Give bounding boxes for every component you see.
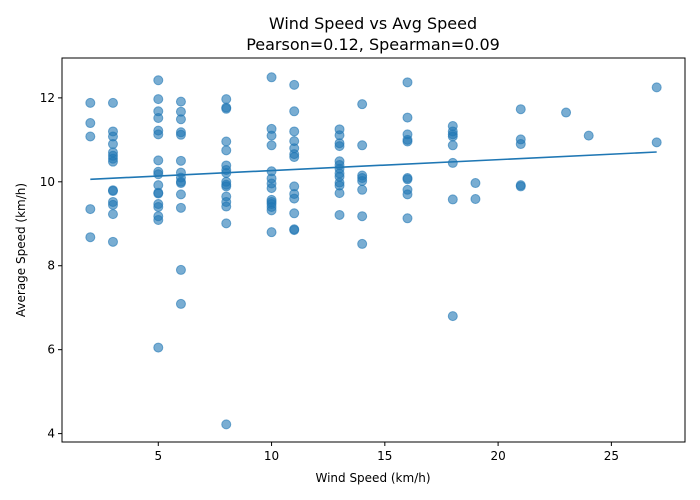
data-point (85, 97, 96, 108)
data-point (289, 225, 300, 236)
data-point (221, 136, 232, 147)
y-tick-label: 12 (40, 91, 55, 105)
data-point (266, 205, 277, 216)
data-point (153, 94, 164, 105)
data-point (289, 208, 300, 219)
data-point (175, 155, 186, 166)
data-point (153, 214, 164, 225)
data-point (651, 137, 662, 148)
data-point (402, 174, 413, 185)
data-point (85, 131, 96, 142)
data-point (153, 342, 164, 353)
data-point (289, 79, 300, 90)
data-point (289, 106, 300, 117)
data-point (515, 104, 526, 115)
x-tick-label: 25 (604, 449, 619, 463)
x-tick-label: 15 (377, 449, 392, 463)
data-point (175, 114, 186, 125)
data-point (85, 118, 96, 129)
data-point (221, 181, 232, 192)
data-point (107, 236, 118, 247)
data-point (334, 209, 345, 220)
data-point (289, 152, 300, 163)
data-point (266, 227, 277, 238)
data-point (175, 298, 186, 309)
data-point (153, 129, 164, 140)
data-point (334, 188, 345, 199)
data-point (153, 169, 164, 180)
data-point (175, 96, 186, 107)
data-point (153, 155, 164, 166)
data-point (85, 232, 96, 243)
data-point (515, 181, 526, 192)
chart-title: Wind Speed vs Avg Speed (269, 14, 477, 33)
x-tick-label: 20 (490, 449, 505, 463)
chart-subtitle: Pearson=0.12, Spearman=0.09 (246, 35, 500, 54)
data-point (357, 184, 368, 195)
y-tick-label: 6 (47, 343, 55, 357)
data-point (107, 97, 118, 108)
y-tick-label: 4 (47, 427, 55, 441)
data-point (221, 103, 232, 114)
trend-line (90, 151, 657, 181)
data-point (402, 112, 413, 123)
data-point (447, 157, 458, 168)
data-point (447, 131, 458, 142)
data-point (470, 194, 481, 205)
plot-area: 5 10 15 20 25 4 6 8 10 12 (40, 57, 686, 463)
data-point (583, 130, 594, 141)
data-point (470, 178, 481, 189)
data-point (266, 140, 277, 151)
data-point (357, 211, 368, 222)
data-point (175, 264, 186, 275)
data-point (221, 145, 232, 156)
y-axis-label: Average Speed (km/h) (14, 183, 28, 317)
data-point (153, 201, 164, 212)
data-point (175, 129, 186, 140)
data-point (107, 199, 118, 210)
data-point (402, 77, 413, 88)
data-point (85, 204, 96, 215)
data-point (153, 113, 164, 124)
data-point (221, 218, 232, 229)
data-point (107, 209, 118, 220)
data-point (175, 189, 186, 200)
data-point (107, 139, 118, 150)
data-point (221, 201, 232, 212)
data-point (107, 156, 118, 167)
data-point (175, 178, 186, 189)
data-point (266, 72, 277, 83)
y-tick-label: 10 (40, 175, 55, 189)
x-axis-label: Wind Speed (km/h) (315, 471, 430, 485)
data-point (334, 141, 345, 152)
x-tick-label: 5 (154, 449, 162, 463)
data-point (221, 419, 232, 430)
data-point (289, 193, 300, 204)
data-point (447, 140, 458, 151)
data-point (357, 140, 368, 151)
data-point (221, 94, 232, 105)
data-point (447, 311, 458, 322)
data-point (651, 82, 662, 93)
data-point (153, 188, 164, 199)
axes-frame (61, 57, 686, 443)
data-point (447, 194, 458, 205)
data-point (175, 202, 186, 213)
data-point (515, 139, 526, 150)
data-point (289, 126, 300, 137)
data-point (107, 186, 118, 197)
data-point (402, 213, 413, 224)
data-point (266, 183, 277, 194)
y-tick-label: 8 (47, 259, 55, 273)
x-tick-label: 10 (264, 449, 279, 463)
data-point (266, 130, 277, 141)
data-point (357, 99, 368, 110)
data-point (153, 75, 164, 86)
data-point (402, 189, 413, 200)
data-point (357, 175, 368, 186)
data-point (357, 238, 368, 249)
data-point (402, 136, 413, 147)
data-point (561, 107, 572, 118)
